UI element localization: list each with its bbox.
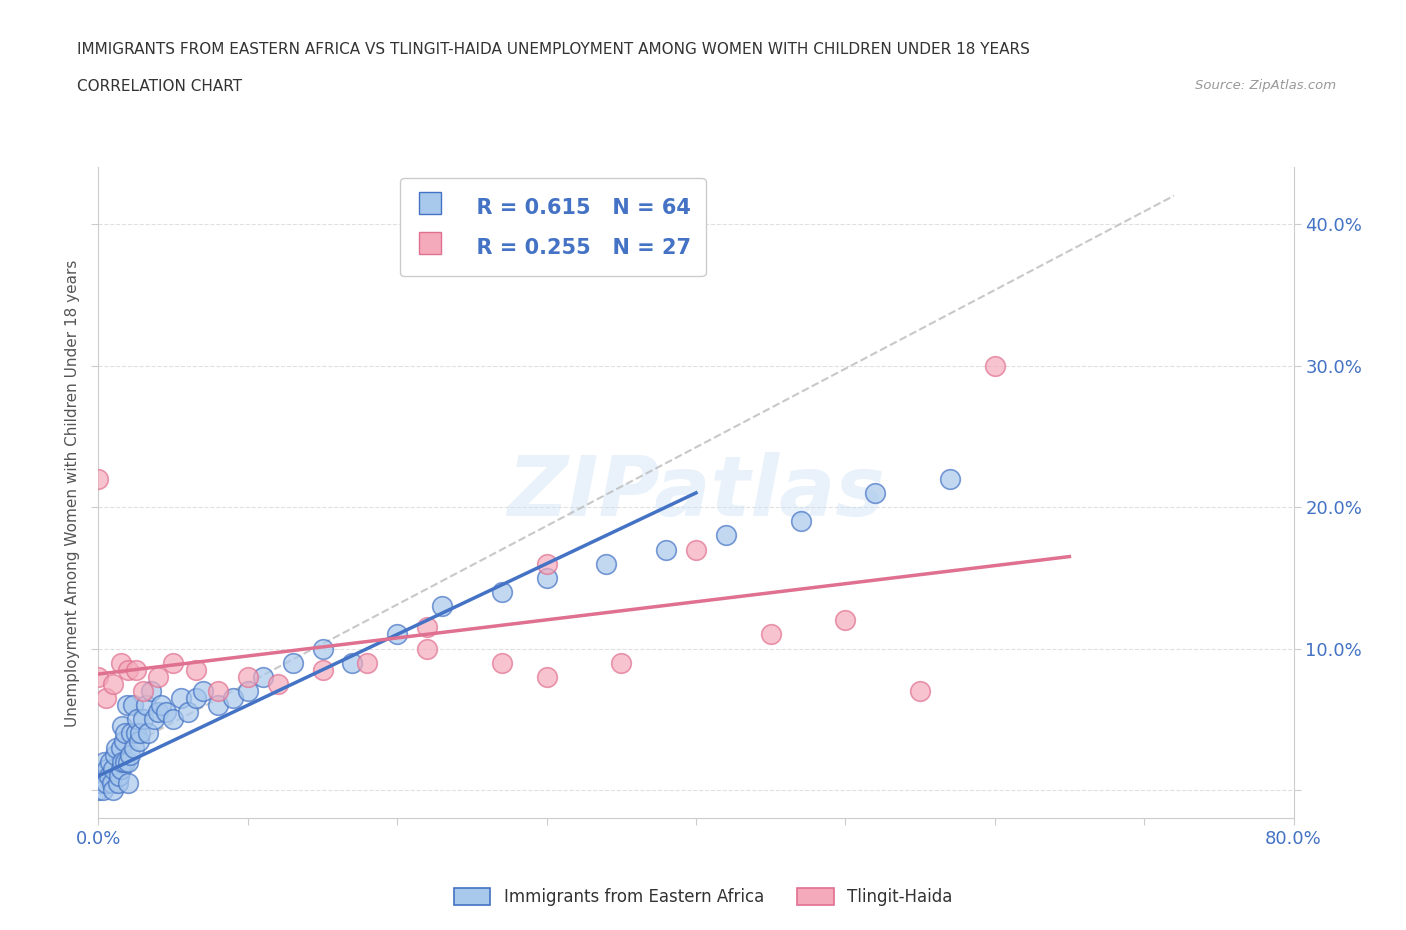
Point <box>120 726 142 741</box>
Point <box>87 783 110 798</box>
Y-axis label: Unemployment Among Women with Children Under 18 years: Unemployment Among Women with Children U… <box>65 259 80 726</box>
Point <box>101 776 124 790</box>
Point <box>685 542 707 557</box>
Point <box>311 641 333 656</box>
Point <box>121 698 143 712</box>
Point <box>162 711 184 726</box>
Point <box>416 641 439 656</box>
Point <box>124 740 146 755</box>
Text: IMMIGRANTS FROM EASTERN AFRICA VS TLINGIT-HAIDA UNEMPLOYMENT AMONG WOMEN WITH CH: IMMIGRANTS FROM EASTERN AFRICA VS TLINGI… <box>77 42 1031 57</box>
Point <box>184 691 207 706</box>
Point <box>342 656 364 671</box>
Point <box>87 472 110 486</box>
Point <box>117 776 139 790</box>
Point <box>93 754 115 769</box>
Legend:   R = 0.615   N = 64,   R = 0.255   N = 27: R = 0.615 N = 64, R = 0.255 N = 27 <box>399 178 706 276</box>
Text: CORRELATION CHART: CORRELATION CHART <box>77 79 242 94</box>
Point <box>114 754 136 769</box>
Point <box>136 726 159 741</box>
Point <box>191 684 214 698</box>
Point <box>97 768 120 783</box>
Point <box>267 676 290 691</box>
Point <box>129 726 152 741</box>
Point <box>150 698 173 712</box>
Point <box>104 748 127 763</box>
Point <box>655 542 678 557</box>
Point <box>184 662 207 677</box>
Point <box>118 748 141 763</box>
Point <box>491 585 513 600</box>
Point <box>148 705 170 720</box>
Point <box>759 627 782 642</box>
Point <box>908 684 931 698</box>
Point <box>125 662 148 677</box>
Point <box>536 670 558 684</box>
Point <box>385 627 409 642</box>
Point <box>103 762 125 777</box>
Point <box>112 733 135 748</box>
Point <box>103 783 125 798</box>
Legend: Immigrants from Eastern Africa, Tlingit-Haida: Immigrants from Eastern Africa, Tlingit-… <box>447 881 959 912</box>
Point <box>132 711 155 726</box>
Point <box>162 656 184 671</box>
Point <box>115 698 138 712</box>
Point <box>984 358 1007 373</box>
Point <box>207 698 229 712</box>
Point <box>125 726 148 741</box>
Point <box>281 656 304 671</box>
Point <box>491 656 513 671</box>
Point <box>110 656 132 671</box>
Point <box>536 556 558 571</box>
Point <box>222 691 245 706</box>
Point <box>236 684 259 698</box>
Point <box>107 776 129 790</box>
Point <box>177 705 200 720</box>
Point <box>94 691 117 706</box>
Point <box>132 684 155 698</box>
Point <box>87 768 110 783</box>
Text: ZIPatlas: ZIPatlas <box>508 452 884 534</box>
Point <box>96 762 118 777</box>
Point <box>117 754 139 769</box>
Point <box>865 485 887 500</box>
Point <box>714 528 737 543</box>
Point <box>148 670 170 684</box>
Point <box>939 472 962 486</box>
Point <box>142 711 165 726</box>
Point <box>252 670 274 684</box>
Point <box>135 698 157 712</box>
Point <box>610 656 633 671</box>
Point <box>94 776 117 790</box>
Point <box>834 613 856 628</box>
Point <box>91 783 114 798</box>
Point <box>169 691 191 706</box>
Point <box>108 768 131 783</box>
Point <box>103 676 125 691</box>
Point <box>110 762 132 777</box>
Point <box>207 684 229 698</box>
Point <box>127 711 149 726</box>
Point <box>117 662 139 677</box>
Point <box>90 776 112 790</box>
Point <box>311 662 333 677</box>
Point <box>128 733 150 748</box>
Point <box>416 620 439 635</box>
Point <box>139 684 162 698</box>
Point <box>111 754 134 769</box>
Text: Source: ZipAtlas.com: Source: ZipAtlas.com <box>1195 79 1336 92</box>
Point <box>100 754 122 769</box>
Point <box>356 656 378 671</box>
Point <box>595 556 617 571</box>
Point <box>536 570 558 585</box>
Point <box>155 705 177 720</box>
Point <box>430 599 453 614</box>
Point <box>110 740 132 755</box>
Point <box>789 513 811 528</box>
Point <box>111 719 134 734</box>
Point <box>87 670 110 684</box>
Point <box>236 670 259 684</box>
Point <box>114 726 136 741</box>
Point <box>105 740 128 755</box>
